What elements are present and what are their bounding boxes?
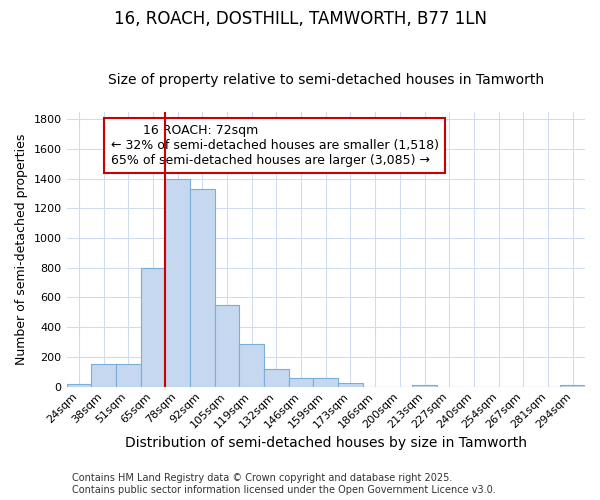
Bar [338, 383, 363, 386]
Bar [289, 378, 313, 386]
Y-axis label: Number of semi-detached properties: Number of semi-detached properties [15, 134, 28, 365]
Bar [190, 189, 215, 386]
Text: Contains HM Land Registry data © Crown copyright and database right 2025.
Contai: Contains HM Land Registry data © Crown c… [72, 474, 496, 495]
Bar [560, 385, 585, 386]
Bar [165, 178, 190, 386]
Bar [215, 305, 239, 386]
Text: 16 ROACH: 72sqm
← 32% of semi-detached houses are smaller (1,518)
65% of semi-de: 16 ROACH: 72sqm ← 32% of semi-detached h… [110, 124, 439, 167]
X-axis label: Distribution of semi-detached houses by size in Tamworth: Distribution of semi-detached houses by … [125, 436, 527, 450]
Bar [140, 268, 165, 386]
Bar [264, 369, 289, 386]
Text: 16, ROACH, DOSTHILL, TAMWORTH, B77 1LN: 16, ROACH, DOSTHILL, TAMWORTH, B77 1LN [113, 10, 487, 28]
Bar [313, 378, 338, 386]
Bar [239, 344, 264, 386]
Bar [67, 384, 91, 386]
Title: Size of property relative to semi-detached houses in Tamworth: Size of property relative to semi-detach… [108, 73, 544, 87]
Bar [91, 364, 116, 386]
Bar [116, 364, 140, 386]
Bar [412, 385, 437, 386]
